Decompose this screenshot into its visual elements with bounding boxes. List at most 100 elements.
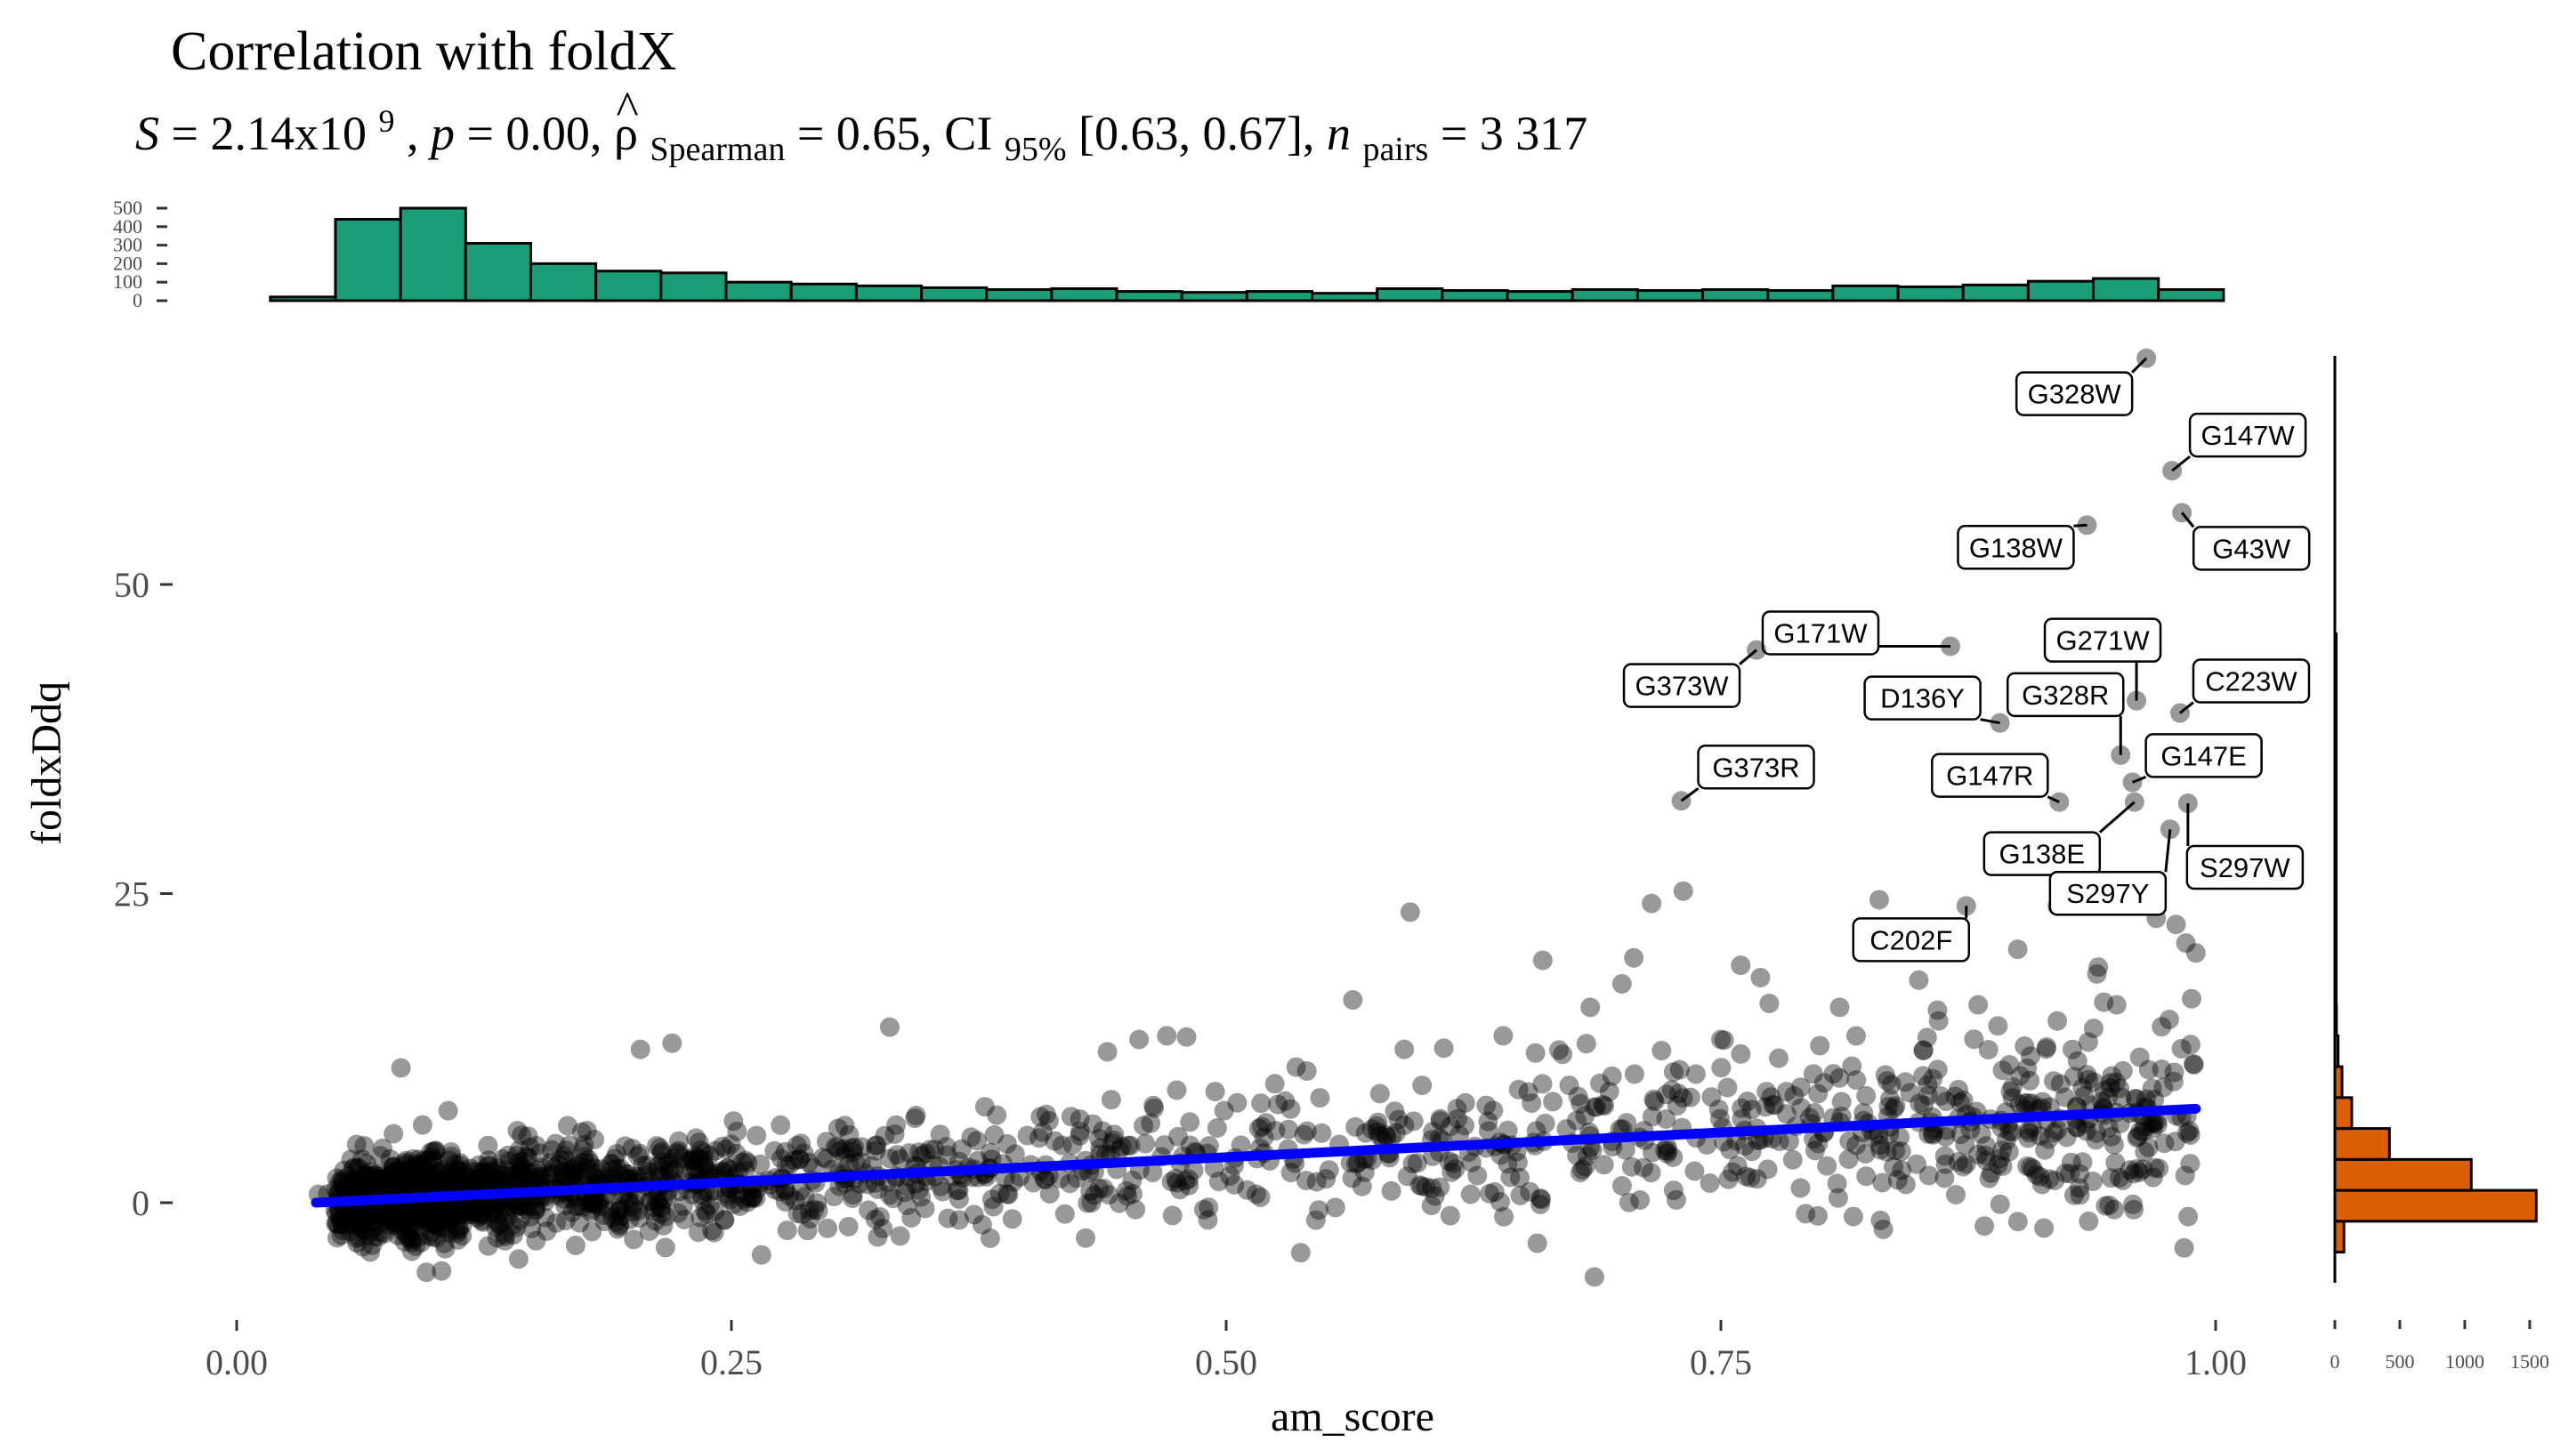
scatter-point — [1193, 1199, 1214, 1220]
scatter-point — [497, 1160, 517, 1180]
scatter-point — [1369, 1125, 1390, 1146]
scatter-point — [407, 1197, 427, 1218]
scatter-point — [1251, 1116, 1272, 1137]
scatter-point — [1663, 1180, 1684, 1201]
scatter-point — [1530, 1195, 1551, 1214]
scatter-point — [358, 1210, 378, 1229]
scatter-point — [842, 1138, 862, 1158]
scatter-point — [1279, 1119, 1299, 1140]
right-hist-bar — [2333, 1157, 2473, 1192]
scatter-point — [384, 1156, 404, 1176]
scatter-point — [590, 1196, 610, 1217]
scatter-point — [1831, 1092, 1852, 1112]
scatter-point — [408, 1199, 428, 1220]
scatter-point — [1530, 1188, 1551, 1209]
scatter-point — [1763, 1094, 1783, 1115]
scatter-point — [668, 1203, 689, 1223]
scatter-point — [686, 1128, 707, 1148]
scatter-point — [486, 1218, 506, 1238]
scatter-point — [1918, 1085, 1938, 1106]
scatter-point — [1878, 1096, 1899, 1116]
scatter-point — [573, 1166, 594, 1187]
scatter-point — [1310, 1088, 1330, 1108]
scatter-point — [1996, 1131, 2016, 1151]
scatter-point — [414, 1161, 434, 1180]
scatter-point — [682, 1184, 703, 1204]
scatter-point — [2144, 1157, 2165, 1178]
scatter-point — [422, 1168, 442, 1188]
top-hist-tick-label: 200 — [113, 252, 142, 274]
scatter-point — [704, 1222, 724, 1243]
scatter-point — [1094, 1179, 1114, 1198]
scatter-point — [401, 1177, 421, 1197]
scatter-point — [1877, 1071, 1897, 1092]
scatter-point — [839, 1124, 860, 1145]
scatter-point — [1577, 1146, 1597, 1166]
scatter-point — [645, 1197, 665, 1218]
scatter-point — [396, 1150, 416, 1171]
scatter-point — [2021, 1046, 2040, 1067]
scatter-point — [623, 1202, 643, 1222]
scatter-point — [473, 1174, 493, 1194]
scatter-point — [402, 1204, 422, 1225]
scatter-point — [1853, 1103, 1874, 1124]
scatter-point — [495, 1230, 515, 1251]
scatter-point — [743, 1188, 763, 1208]
scatter-point — [2180, 1154, 2201, 1174]
scatter-point — [949, 1180, 969, 1200]
scatter-point — [2138, 1137, 2159, 1157]
scatter-point — [851, 1152, 871, 1172]
scatter-point — [384, 1172, 405, 1192]
scatter-point — [712, 1136, 732, 1156]
scatter-point — [2101, 1168, 2121, 1188]
scatter-point — [440, 1207, 460, 1228]
scatter-point — [949, 1210, 969, 1230]
scatter-point — [400, 1228, 420, 1248]
scatter-point — [1080, 1180, 1101, 1201]
scatter-point — [565, 1236, 585, 1255]
scatter-point — [491, 1170, 512, 1190]
scatter-point — [1817, 1156, 1837, 1176]
scatter-point — [440, 1150, 459, 1171]
scatter-point — [668, 1131, 689, 1151]
top-hist-bar — [1311, 292, 1379, 302]
stat-ci-value: [0.63, 0.67], — [1078, 107, 1327, 160]
scatter-point — [349, 1203, 369, 1223]
scatter-point — [2123, 1194, 2144, 1214]
scatter-point — [1828, 1188, 1848, 1208]
scatter-point — [377, 1177, 398, 1197]
scatter-point — [526, 1200, 546, 1220]
scatter-point — [509, 1152, 529, 1172]
scatter-point — [506, 1172, 527, 1192]
right-hist-tick-label: 1000 — [2445, 1350, 2484, 1373]
point-label: G373W — [1635, 671, 1729, 702]
scatter-point — [640, 1190, 660, 1211]
scatter-point — [947, 1180, 967, 1201]
scatter-point — [1642, 1107, 1662, 1127]
stat-s-eq: = — [172, 107, 211, 160]
scatter-point — [471, 1204, 490, 1224]
scatter-point — [422, 1147, 442, 1167]
scatter-point — [554, 1146, 575, 1166]
top-hist-bar — [2157, 288, 2225, 302]
scatter-point — [505, 1197, 525, 1218]
scatter-point — [2079, 1069, 2098, 1090]
scatter-point — [2109, 1168, 2129, 1188]
top-hist-bar — [1896, 285, 1965, 302]
scatter-point — [624, 1229, 644, 1250]
scatter-point — [1003, 1172, 1023, 1192]
scatter-point — [694, 1155, 714, 1175]
scatter-point — [1312, 1123, 1332, 1143]
scatter-point — [608, 1202, 628, 1221]
scatter-point — [1508, 1079, 1529, 1100]
scatter-point — [372, 1205, 392, 1226]
scatter-point — [2110, 1078, 2130, 1099]
scatter-point — [1886, 1096, 1906, 1116]
scatter-point — [718, 1158, 738, 1179]
scatter-point — [551, 1149, 571, 1170]
scatter-point — [2020, 1070, 2040, 1091]
scatter-point — [377, 1211, 398, 1231]
scatter-point — [1891, 1141, 1911, 1162]
scatter-point — [1567, 1145, 1587, 1165]
scatter-point — [1460, 1184, 1481, 1204]
